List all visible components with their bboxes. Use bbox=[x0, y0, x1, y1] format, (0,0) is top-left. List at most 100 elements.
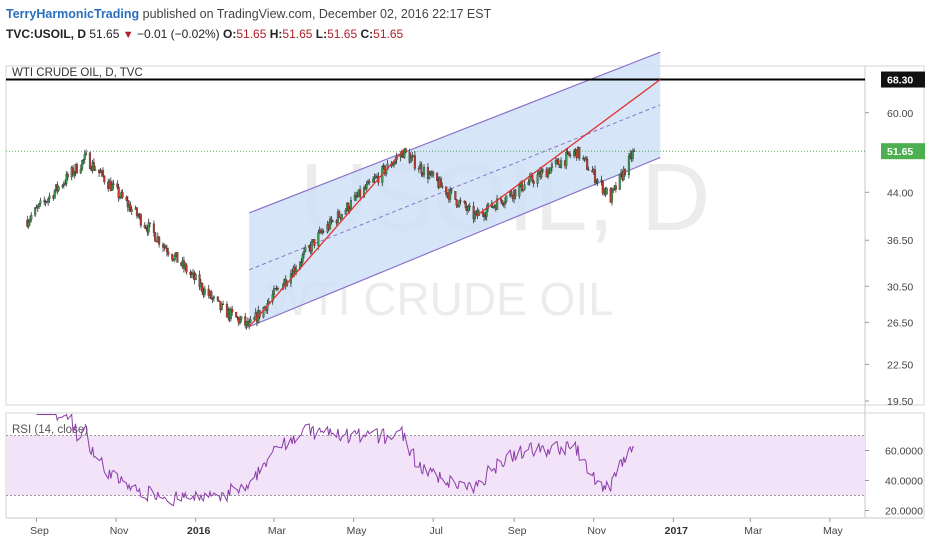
candle-up bbox=[399, 154, 402, 157]
candle-down bbox=[158, 236, 161, 245]
candle-down bbox=[584, 157, 587, 160]
candle-down bbox=[35, 207, 38, 209]
candle-up bbox=[79, 168, 82, 174]
candle-down bbox=[143, 225, 146, 228]
candle-up bbox=[34, 207, 37, 216]
candle-down bbox=[135, 207, 138, 216]
candle-up bbox=[301, 254, 304, 263]
candle-down bbox=[439, 178, 443, 187]
candle-up bbox=[485, 208, 488, 217]
red-trend-line-2 bbox=[474, 79, 661, 218]
time-tick-label: May bbox=[823, 525, 844, 537]
candle-up bbox=[372, 179, 375, 183]
time-tick-label: Jul bbox=[429, 525, 442, 537]
candle-down bbox=[182, 260, 185, 269]
candle-down bbox=[623, 168, 627, 176]
main-pane-frame bbox=[5, 65, 925, 406]
quote-line: TVC:USOIL, D 51.65 ▼ −0.01 (−0.02%) O:51… bbox=[6, 27, 403, 41]
candle-up bbox=[194, 274, 197, 281]
candle-down bbox=[98, 169, 101, 173]
candle-up bbox=[84, 152, 88, 155]
candle-up bbox=[238, 319, 242, 324]
candle-up bbox=[522, 189, 525, 192]
candle-down bbox=[167, 251, 170, 255]
candle-up bbox=[505, 195, 508, 202]
candle-down bbox=[152, 223, 155, 233]
candle-down bbox=[567, 151, 570, 156]
candle-up bbox=[272, 288, 276, 295]
candle-up bbox=[220, 303, 223, 310]
candle-down bbox=[593, 169, 597, 183]
candle-up bbox=[53, 190, 56, 199]
candle-down bbox=[125, 197, 128, 201]
candle-down bbox=[454, 191, 457, 200]
candle-up bbox=[344, 209, 347, 215]
candle-down bbox=[322, 231, 325, 233]
rsi-line bbox=[36, 413, 635, 507]
channel-lower-line bbox=[248, 156, 661, 328]
price-tick-label: 19.50 bbox=[887, 396, 913, 408]
candle-up bbox=[212, 296, 215, 299]
candle-down bbox=[117, 187, 120, 198]
time-tick-label: Nov bbox=[587, 525, 606, 537]
time-tick-label: Nov bbox=[110, 525, 129, 537]
candle-down bbox=[499, 198, 503, 201]
candle-up bbox=[173, 255, 176, 261]
high-value: 51.65 bbox=[282, 27, 313, 41]
candle-down bbox=[189, 272, 192, 275]
candle-down bbox=[235, 312, 238, 318]
candle-up bbox=[374, 176, 377, 178]
candle-up bbox=[468, 205, 471, 207]
candle-up bbox=[458, 200, 461, 207]
candle-up bbox=[565, 152, 568, 166]
candle-up bbox=[83, 154, 86, 160]
candle-up bbox=[38, 203, 41, 207]
candle-up bbox=[550, 163, 553, 168]
change-value: −0.01 (−0.02%) bbox=[136, 27, 220, 41]
price-label-text: 68.30 bbox=[887, 75, 913, 87]
candle-down bbox=[404, 148, 407, 153]
candle-down bbox=[445, 186, 448, 195]
candle-down bbox=[231, 309, 234, 313]
candle-down bbox=[126, 200, 129, 208]
candle-up bbox=[81, 160, 84, 170]
candle-up bbox=[541, 169, 544, 172]
candle-down bbox=[441, 186, 444, 188]
candle-up bbox=[573, 151, 576, 157]
red-trend-line-1 bbox=[248, 150, 404, 328]
close-value: 51.65 bbox=[373, 27, 404, 41]
down-arrow-icon: ▼ bbox=[122, 29, 134, 41]
candle-down bbox=[420, 164, 423, 174]
candle-down bbox=[92, 162, 95, 171]
candle-down bbox=[359, 189, 362, 198]
candle-down bbox=[587, 169, 590, 171]
candle-down bbox=[176, 252, 179, 263]
candle-down bbox=[330, 218, 333, 222]
candle-down bbox=[501, 200, 504, 205]
candle-up bbox=[373, 177, 376, 180]
candle-down bbox=[116, 183, 119, 188]
candle-up bbox=[112, 183, 115, 185]
candle-up bbox=[300, 261, 303, 263]
candle-up bbox=[540, 170, 543, 178]
candle-down bbox=[464, 202, 467, 209]
candle-up bbox=[292, 267, 295, 278]
candle-up bbox=[409, 157, 413, 163]
candle-down bbox=[463, 200, 466, 203]
candle-down bbox=[103, 175, 106, 183]
open-label: O: bbox=[223, 27, 237, 41]
open-value: 51.65 bbox=[236, 27, 267, 41]
rsi-label: RSI (14, close) bbox=[12, 424, 88, 436]
candle-up bbox=[147, 222, 150, 233]
candle-up bbox=[362, 187, 366, 198]
time-tick-label: Sep bbox=[508, 525, 527, 537]
candle-up bbox=[432, 172, 435, 176]
rsi-tick-label: 60.0000 bbox=[885, 446, 923, 458]
candle-up bbox=[62, 183, 65, 186]
rsi-band-fill bbox=[7, 435, 865, 496]
candle-up bbox=[627, 155, 630, 176]
price-tick-label: 36.50 bbox=[887, 235, 913, 247]
author-link[interactable]: TerryHarmonicTrading bbox=[6, 7, 140, 21]
candle-down bbox=[450, 189, 453, 192]
